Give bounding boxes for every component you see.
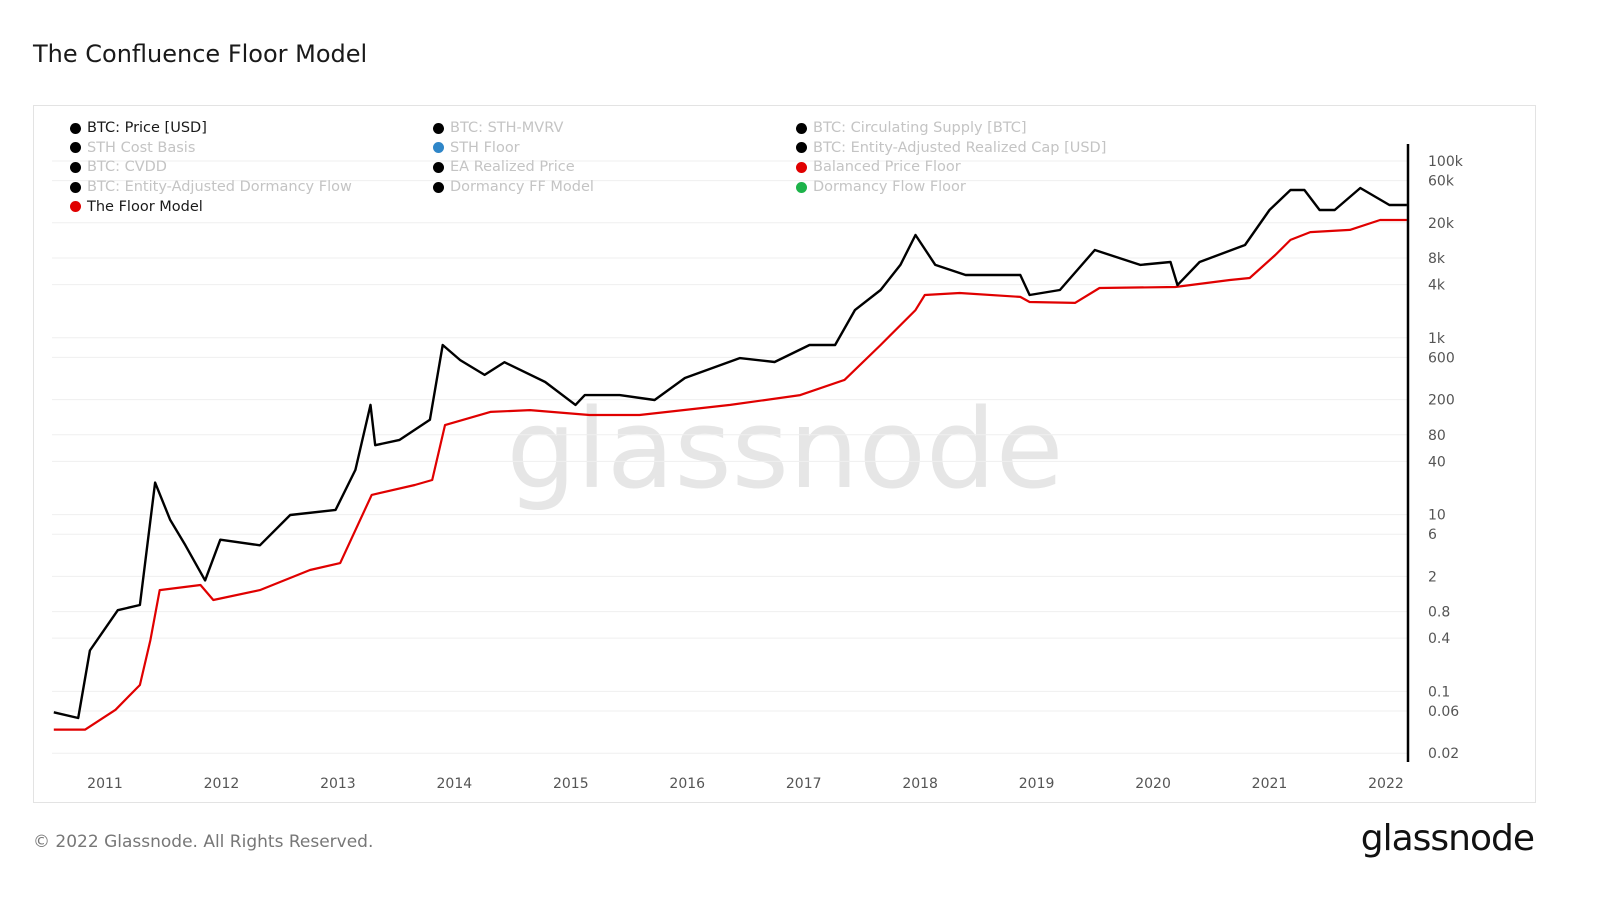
x-axis-ticks: 2011 2012 2013 2014 2015 2016 2017 2018 2019 2020… bbox=[87, 776, 1404, 792]
legend-label: The Floor Model bbox=[87, 198, 203, 215]
y-tick-label: 0.02 bbox=[1428, 746, 1459, 762]
legend-dot-icon bbox=[70, 201, 81, 213]
series-lines bbox=[53, 186, 1407, 731]
legend-dot-icon bbox=[433, 181, 444, 193]
legend-label: Dormancy FF Model bbox=[450, 179, 594, 196]
x-tick-label: 2021 bbox=[1252, 776, 1288, 792]
legend-dot-icon bbox=[796, 161, 807, 173]
legend-dot-icon bbox=[796, 142, 807, 154]
x-tick-label: 2016 bbox=[669, 776, 705, 792]
legend-dot-icon bbox=[70, 161, 81, 173]
legend-dot-icon bbox=[433, 142, 444, 154]
y-tick-label: 0.1 bbox=[1428, 684, 1450, 700]
legend-item[interactable]: Balanced Price Floor bbox=[796, 159, 961, 175]
x-tick-label: 2019 bbox=[1019, 776, 1055, 792]
chart-frame bbox=[33, 105, 1536, 803]
y-tick-label: 8k bbox=[1428, 251, 1446, 267]
legend-label: Dormancy Flow Floor bbox=[813, 179, 966, 196]
legend-item[interactable]: BTC: STH-MVRV bbox=[433, 120, 563, 136]
legend-label: Balanced Price Floor bbox=[813, 159, 961, 176]
y-tick-label: 1k bbox=[1428, 331, 1446, 347]
legend-dot-icon bbox=[433, 161, 444, 173]
legend-dot-icon bbox=[433, 122, 444, 134]
legend-label: STH Cost Basis bbox=[87, 139, 196, 156]
y-tick-label: 100k bbox=[1428, 154, 1464, 170]
legend-item[interactable]: The Floor Model bbox=[70, 199, 203, 215]
legend-item[interactable]: EA Realized Price bbox=[433, 159, 575, 175]
y-tick-label: 200 bbox=[1428, 393, 1455, 409]
x-tick-label: 2018 bbox=[902, 776, 938, 792]
y-tick-label: 600 bbox=[1428, 350, 1455, 366]
legend-item[interactable]: BTC: CVDD bbox=[70, 159, 167, 175]
y-tick-label: 0.4 bbox=[1428, 631, 1450, 647]
legend-label: BTC: Circulating Supply [BTC] bbox=[813, 120, 1027, 136]
legend-item[interactable]: BTC: Entity-Adjusted Realized Cap [USD] bbox=[796, 140, 1106, 156]
legend-label: BTC: Price [USD] bbox=[87, 120, 207, 136]
legend-item[interactable]: Dormancy FF Model bbox=[433, 179, 594, 195]
chart-title: The Confluence Floor Model bbox=[33, 40, 368, 68]
x-tick-label: 2017 bbox=[786, 776, 822, 792]
gridlines bbox=[52, 160, 1408, 754]
y-tick-label: 10 bbox=[1428, 508, 1446, 524]
legend-label: BTC: STH-MVRV bbox=[450, 120, 564, 136]
legend-dot-icon bbox=[70, 181, 81, 193]
x-tick-label: 2015 bbox=[553, 776, 589, 792]
legend-dot-icon bbox=[70, 142, 81, 154]
watermark: glassnode bbox=[507, 385, 1064, 513]
legend-item[interactable]: Dormancy Flow Floor bbox=[796, 179, 966, 195]
x-tick-label: 2020 bbox=[1135, 776, 1171, 792]
legend-label: BTC: Entity-Adjusted Realized Cap [USD] bbox=[813, 139, 1107, 156]
y-tick-label: 40 bbox=[1428, 454, 1446, 470]
legend-item[interactable]: BTC: Entity-Adjusted Dormancy Flow bbox=[70, 179, 352, 195]
legend-item[interactable]: STH Floor bbox=[433, 140, 520, 156]
y-tick-label: 0.8 bbox=[1428, 605, 1450, 621]
y-tick-label: 80 bbox=[1428, 428, 1446, 444]
legend-dot-icon bbox=[70, 122, 81, 134]
legend-item[interactable]: BTC: Price [USD] bbox=[70, 120, 207, 136]
y-axis-ticks: 100k 60k 20k 8k 4k 1k 600 200 80 40 10 6 2 0.8 0.4 0.1 0… bbox=[1428, 154, 1464, 762]
legend-dot-icon bbox=[796, 122, 807, 134]
y-tick-label: 4k bbox=[1428, 278, 1446, 294]
y-tick-label: 6 bbox=[1428, 527, 1437, 543]
legend-item[interactable]: BTC: Circulating Supply [BTC] bbox=[796, 120, 1027, 136]
legend-label: STH Floor bbox=[450, 139, 520, 156]
x-tick-label: 2022 bbox=[1368, 776, 1404, 792]
legend-label: BTC: CVDD bbox=[87, 159, 167, 176]
legend-item[interactable]: STH Cost Basis bbox=[70, 140, 195, 156]
legend-label: BTC: Entity-Adjusted Dormancy Flow bbox=[87, 179, 352, 196]
y-tick-label: 2 bbox=[1428, 569, 1437, 585]
copyright: © 2022 Glassnode. All Rights Reserved. bbox=[33, 832, 374, 852]
y-tick-label: 60k bbox=[1428, 174, 1455, 190]
series-line-the-floor-model bbox=[53, 218, 1407, 731]
x-tick-label: 2012 bbox=[204, 776, 240, 792]
x-tick-label: 2014 bbox=[437, 776, 473, 792]
series-line-btc-price-usd bbox=[53, 186, 1407, 720]
y-tick-label: 0.06 bbox=[1428, 704, 1459, 720]
legend-label: EA Realized Price bbox=[450, 159, 575, 176]
x-tick-label: 2013 bbox=[320, 776, 356, 792]
x-tick-label: 2011 bbox=[87, 776, 123, 792]
glassnode-logo: glassnode bbox=[1360, 818, 1535, 859]
legend-dot-icon bbox=[796, 181, 807, 193]
y-tick-label: 20k bbox=[1428, 216, 1455, 232]
